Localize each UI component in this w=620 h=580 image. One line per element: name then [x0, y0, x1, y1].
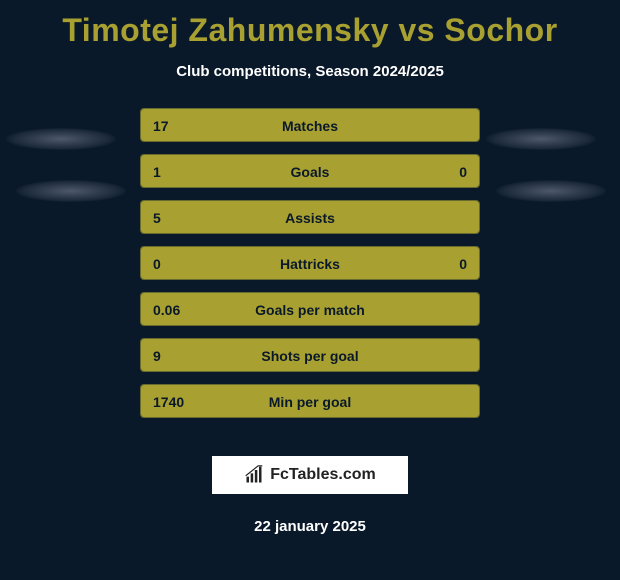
stat-label: Min per goal — [141, 385, 479, 418]
page-date: 22 january 2025 — [0, 518, 620, 535]
page-title: Timotej Zahumensky vs Sochor — [0, 0, 620, 49]
stat-row: 00Hattricks — [0, 246, 620, 292]
stat-bar: 17Matches — [140, 108, 480, 142]
chart-icon — [244, 465, 264, 485]
logo-text: FcTables.com — [270, 466, 376, 484]
stat-row: 5Assists — [0, 200, 620, 246]
stat-label: Shots per goal — [141, 339, 479, 372]
stat-bar: 9Shots per goal — [140, 338, 480, 372]
stat-bar: 0.06Goals per match — [140, 292, 480, 326]
stat-label: Matches — [141, 109, 479, 142]
stat-row: 9Shots per goal — [0, 338, 620, 384]
stats-container: 17Matches 10Goals 5Assists 00Hattricks 0.06G… — [0, 108, 620, 430]
stat-label: Goals — [141, 155, 479, 188]
stat-bar: 00Hattricks — [140, 246, 480, 280]
page-subtitle: Club competitions, Season 2024/2025 — [0, 63, 620, 80]
stat-row: 0.06Goals per match — [0, 292, 620, 338]
stat-label: Goals per match — [141, 293, 479, 326]
stat-label: Assists — [141, 201, 479, 234]
stat-row: 1740Min per goal — [0, 384, 620, 430]
stat-bar: 5Assists — [140, 200, 480, 234]
stat-row: 17Matches — [0, 108, 620, 154]
stat-bar: 10Goals — [140, 154, 480, 188]
stat-label: Hattricks — [141, 247, 479, 280]
logo-box: FcTables.com — [210, 454, 410, 496]
stat-row: 10Goals — [0, 154, 620, 200]
stat-bar: 1740Min per goal — [140, 384, 480, 418]
